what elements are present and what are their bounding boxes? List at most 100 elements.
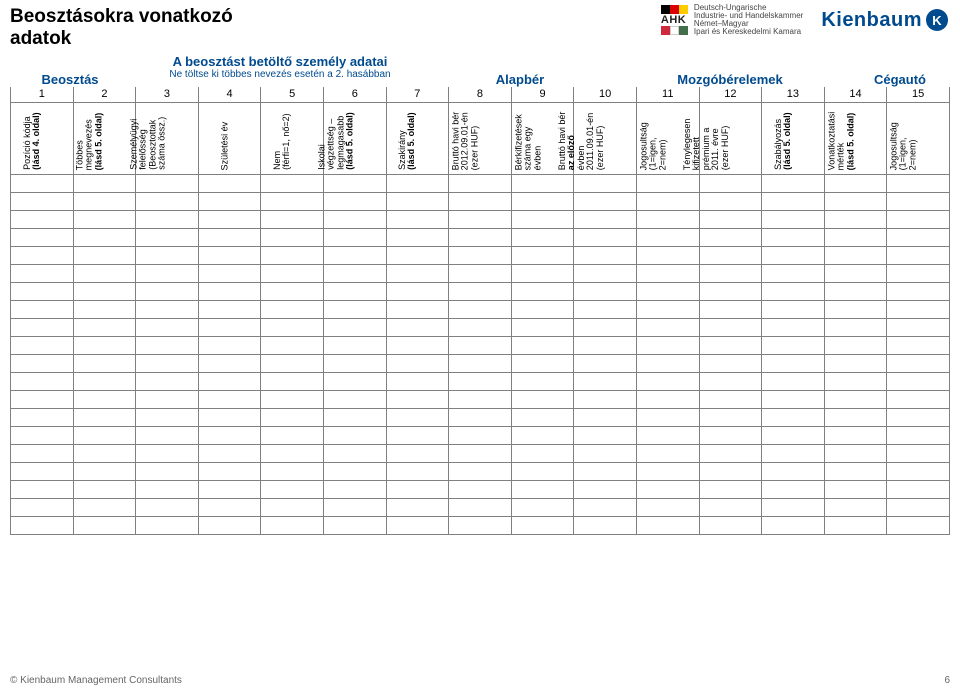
table-cell[interactable] xyxy=(511,373,574,391)
table-cell[interactable] xyxy=(699,337,762,355)
table-cell[interactable] xyxy=(198,265,261,283)
table-cell[interactable] xyxy=(136,463,199,481)
table-cell[interactable] xyxy=(636,175,699,193)
table-cell[interactable] xyxy=(386,409,449,427)
table-cell[interactable] xyxy=(198,481,261,499)
table-cell[interactable] xyxy=(136,211,199,229)
table-cell[interactable] xyxy=(762,427,825,445)
table-cell[interactable] xyxy=(261,247,324,265)
table-cell[interactable] xyxy=(73,265,136,283)
table-cell[interactable] xyxy=(699,355,762,373)
table-cell[interactable] xyxy=(887,319,950,337)
table-cell[interactable] xyxy=(636,517,699,535)
table-cell[interactable] xyxy=(824,319,887,337)
table-cell[interactable] xyxy=(887,283,950,301)
table-cell[interactable] xyxy=(824,193,887,211)
table-cell[interactable] xyxy=(386,373,449,391)
table-cell[interactable] xyxy=(261,265,324,283)
table-cell[interactable] xyxy=(73,175,136,193)
table-cell[interactable] xyxy=(449,391,512,409)
table-cell[interactable] xyxy=(636,193,699,211)
table-cell[interactable] xyxy=(323,409,386,427)
table-cell[interactable] xyxy=(261,499,324,517)
table-cell[interactable] xyxy=(198,373,261,391)
table-cell[interactable] xyxy=(136,355,199,373)
table-cell[interactable] xyxy=(699,499,762,517)
table-cell[interactable] xyxy=(887,211,950,229)
table-cell[interactable] xyxy=(762,301,825,319)
table-cell[interactable] xyxy=(323,319,386,337)
table-cell[interactable] xyxy=(887,373,950,391)
table-cell[interactable] xyxy=(636,355,699,373)
table-cell[interactable] xyxy=(449,481,512,499)
table-cell[interactable] xyxy=(386,211,449,229)
table-cell[interactable] xyxy=(11,301,74,319)
table-cell[interactable] xyxy=(824,391,887,409)
table-cell[interactable] xyxy=(762,391,825,409)
table-cell[interactable] xyxy=(824,427,887,445)
table-cell[interactable] xyxy=(11,517,74,535)
table-cell[interactable] xyxy=(574,229,637,247)
table-cell[interactable] xyxy=(449,427,512,445)
table-cell[interactable] xyxy=(511,301,574,319)
table-cell[interactable] xyxy=(887,481,950,499)
table-cell[interactable] xyxy=(574,445,637,463)
table-cell[interactable] xyxy=(762,265,825,283)
table-cell[interactable] xyxy=(574,175,637,193)
table-cell[interactable] xyxy=(136,373,199,391)
table-cell[interactable] xyxy=(887,355,950,373)
table-cell[interactable] xyxy=(73,247,136,265)
table-cell[interactable] xyxy=(198,283,261,301)
table-cell[interactable] xyxy=(887,229,950,247)
table-cell[interactable] xyxy=(762,211,825,229)
table-cell[interactable] xyxy=(636,319,699,337)
table-cell[interactable] xyxy=(261,193,324,211)
table-cell[interactable] xyxy=(73,409,136,427)
table-cell[interactable] xyxy=(73,427,136,445)
table-cell[interactable] xyxy=(762,373,825,391)
table-cell[interactable] xyxy=(887,265,950,283)
table-cell[interactable] xyxy=(511,265,574,283)
table-cell[interactable] xyxy=(449,463,512,481)
table-cell[interactable] xyxy=(574,517,637,535)
table-cell[interactable] xyxy=(73,445,136,463)
table-cell[interactable] xyxy=(11,463,74,481)
table-cell[interactable] xyxy=(261,445,324,463)
table-cell[interactable] xyxy=(824,211,887,229)
table-cell[interactable] xyxy=(261,517,324,535)
table-cell[interactable] xyxy=(574,265,637,283)
table-cell[interactable] xyxy=(887,409,950,427)
table-cell[interactable] xyxy=(198,229,261,247)
table-cell[interactable] xyxy=(386,391,449,409)
table-cell[interactable] xyxy=(636,229,699,247)
table-cell[interactable] xyxy=(323,193,386,211)
table-cell[interactable] xyxy=(323,247,386,265)
table-cell[interactable] xyxy=(449,337,512,355)
table-cell[interactable] xyxy=(73,373,136,391)
table-cell[interactable] xyxy=(261,283,324,301)
table-cell[interactable] xyxy=(11,391,74,409)
table-cell[interactable] xyxy=(574,319,637,337)
table-cell[interactable] xyxy=(136,193,199,211)
table-cell[interactable] xyxy=(11,481,74,499)
table-cell[interactable] xyxy=(136,445,199,463)
table-cell[interactable] xyxy=(511,319,574,337)
table-cell[interactable] xyxy=(699,445,762,463)
table-cell[interactable] xyxy=(511,283,574,301)
table-cell[interactable] xyxy=(198,247,261,265)
table-cell[interactable] xyxy=(887,391,950,409)
table-cell[interactable] xyxy=(198,391,261,409)
table-cell[interactable] xyxy=(511,229,574,247)
table-cell[interactable] xyxy=(11,265,74,283)
table-cell[interactable] xyxy=(198,193,261,211)
table-cell[interactable] xyxy=(261,463,324,481)
table-cell[interactable] xyxy=(762,175,825,193)
table-cell[interactable] xyxy=(762,499,825,517)
table-cell[interactable] xyxy=(824,517,887,535)
table-cell[interactable] xyxy=(887,301,950,319)
table-cell[interactable] xyxy=(323,481,386,499)
table-cell[interactable] xyxy=(574,409,637,427)
table-cell[interactable] xyxy=(824,409,887,427)
table-cell[interactable] xyxy=(574,301,637,319)
table-cell[interactable] xyxy=(73,463,136,481)
